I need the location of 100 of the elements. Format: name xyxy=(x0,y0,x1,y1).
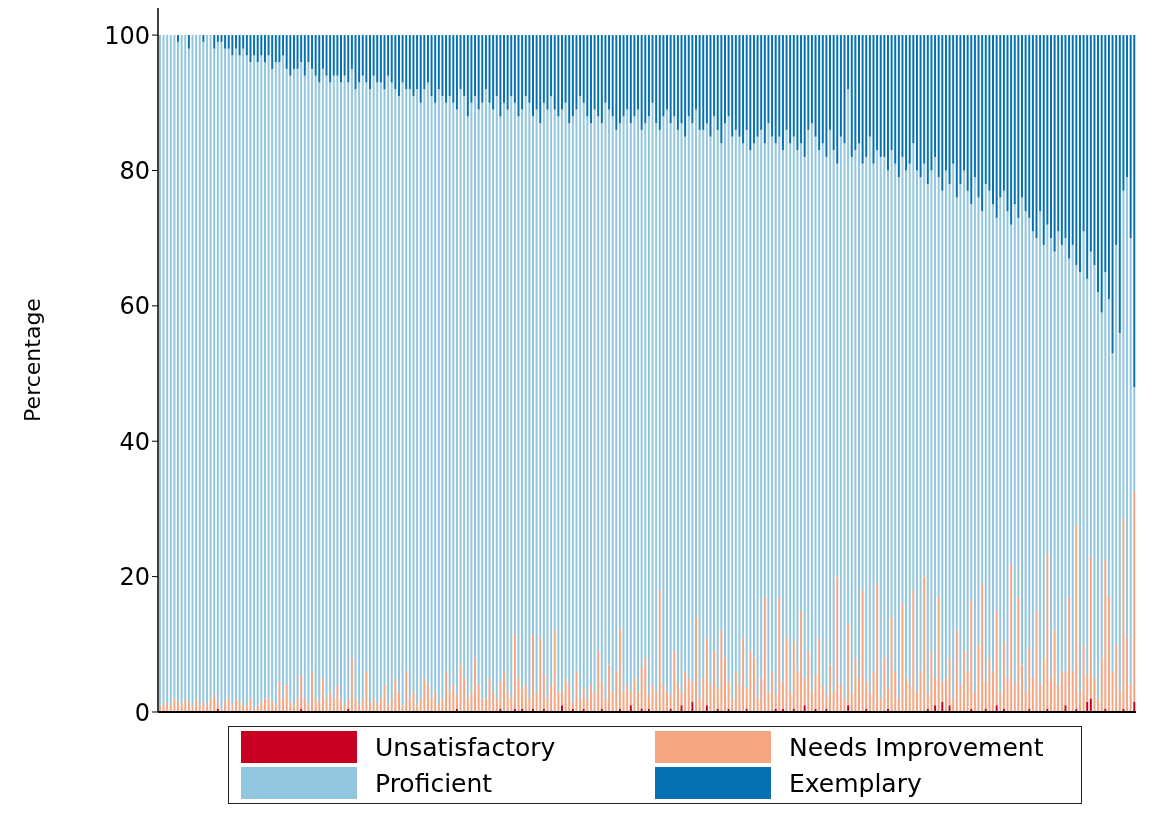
bar xyxy=(1049,238,1052,679)
bar xyxy=(742,143,745,638)
bar xyxy=(575,671,578,712)
bar xyxy=(966,190,969,672)
bar xyxy=(691,35,694,124)
bar xyxy=(477,684,480,712)
bar xyxy=(915,691,918,712)
bar xyxy=(800,143,803,611)
bar xyxy=(850,35,853,157)
bar xyxy=(1129,238,1132,685)
bar xyxy=(752,657,755,712)
bar xyxy=(868,136,871,692)
bar xyxy=(216,35,219,42)
bar xyxy=(629,35,632,124)
bar xyxy=(901,603,904,712)
bar xyxy=(872,671,875,712)
bar xyxy=(368,35,371,90)
bar xyxy=(905,678,908,712)
bar xyxy=(253,55,256,709)
bar xyxy=(224,35,227,49)
bar xyxy=(839,35,842,137)
bar xyxy=(760,678,763,712)
bar xyxy=(879,35,882,157)
bar xyxy=(818,637,821,712)
bar xyxy=(553,630,556,712)
bar xyxy=(271,35,274,69)
bar xyxy=(1115,644,1118,712)
bar xyxy=(742,637,745,712)
bar xyxy=(292,68,295,706)
bar xyxy=(397,35,400,96)
bar xyxy=(723,657,726,712)
bar xyxy=(1122,519,1125,709)
bar xyxy=(350,68,353,658)
bar xyxy=(618,627,621,709)
bar xyxy=(854,657,857,712)
bar xyxy=(311,671,314,712)
bar xyxy=(191,35,194,706)
bar xyxy=(1133,701,1136,712)
bar xyxy=(1020,197,1023,665)
bar xyxy=(484,698,487,712)
bar xyxy=(1057,231,1060,685)
bar xyxy=(513,35,516,103)
bar xyxy=(303,698,306,712)
bar xyxy=(455,109,458,696)
bar xyxy=(564,678,567,712)
bar xyxy=(209,35,212,699)
bar xyxy=(412,35,415,96)
bar xyxy=(416,35,419,90)
bar xyxy=(600,681,603,709)
bar xyxy=(807,651,810,712)
bar xyxy=(426,82,429,685)
bar xyxy=(622,35,625,117)
bar xyxy=(408,89,411,699)
bar xyxy=(600,35,603,124)
bar xyxy=(1046,552,1049,709)
y-axis-title: Percentage xyxy=(19,298,45,422)
bar xyxy=(550,96,553,685)
bar xyxy=(162,35,165,706)
bar xyxy=(1017,35,1020,218)
bar xyxy=(713,35,716,117)
bar xyxy=(963,170,966,652)
bar xyxy=(934,678,937,706)
bar xyxy=(213,695,216,712)
bar xyxy=(238,35,241,56)
bar xyxy=(216,701,219,709)
bar xyxy=(177,35,180,42)
bar xyxy=(615,671,618,712)
bar xyxy=(604,102,607,699)
bar xyxy=(300,674,303,709)
bar xyxy=(383,684,386,712)
bar xyxy=(1049,35,1052,239)
bar xyxy=(720,35,723,144)
bar xyxy=(568,35,571,124)
bar xyxy=(843,35,846,144)
bar xyxy=(836,576,839,712)
bar xyxy=(401,82,404,706)
bar xyxy=(517,35,520,117)
legend-label: Proficient xyxy=(375,768,493,798)
bar xyxy=(1097,698,1100,712)
bar xyxy=(586,35,589,117)
bar xyxy=(394,35,397,90)
bar xyxy=(426,684,429,712)
bar xyxy=(336,684,339,712)
bar xyxy=(347,698,350,709)
bar xyxy=(560,691,563,706)
bar xyxy=(506,35,509,110)
bar xyxy=(886,170,889,689)
bar xyxy=(441,698,444,712)
y-tick-label: 0 xyxy=(134,698,150,727)
bar xyxy=(383,35,386,90)
bar xyxy=(857,35,860,144)
bar xyxy=(857,678,860,712)
bar xyxy=(492,35,495,110)
bar xyxy=(387,75,390,706)
bar xyxy=(593,109,596,692)
bar xyxy=(430,96,433,699)
bar xyxy=(332,35,335,76)
bar xyxy=(412,691,415,712)
bar xyxy=(944,170,947,679)
bar xyxy=(503,35,506,103)
